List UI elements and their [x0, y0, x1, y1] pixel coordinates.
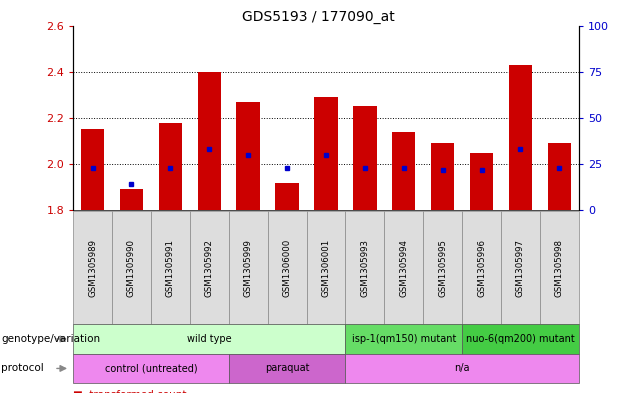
Text: GSM1305995: GSM1305995	[438, 239, 447, 297]
Bar	[159, 123, 182, 210]
Bar	[198, 72, 221, 210]
Bar	[509, 65, 532, 210]
Bar	[275, 182, 299, 210]
Text: isp-1(qm150) mutant: isp-1(qm150) mutant	[352, 334, 456, 344]
Text: GSM1305993: GSM1305993	[361, 239, 370, 297]
Text: GSM1305990: GSM1305990	[127, 239, 136, 297]
Text: nuo-6(qm200) mutant: nuo-6(qm200) mutant	[466, 334, 575, 344]
Text: genotype/variation: genotype/variation	[1, 334, 100, 344]
Text: n/a: n/a	[454, 364, 470, 373]
Bar	[314, 97, 338, 210]
Text: control (untreated): control (untreated)	[104, 364, 197, 373]
Bar	[120, 189, 143, 210]
Text: GSM1305997: GSM1305997	[516, 239, 525, 297]
Text: GSM1305994: GSM1305994	[399, 239, 408, 297]
Bar	[392, 132, 415, 210]
Bar	[431, 143, 454, 210]
Text: protocol: protocol	[1, 364, 44, 373]
Text: GSM1305991: GSM1305991	[166, 239, 175, 297]
Bar	[470, 152, 493, 210]
Bar	[353, 107, 377, 210]
Text: ■  transformed count: ■ transformed count	[73, 390, 186, 393]
Text: GDS5193 / 177090_at: GDS5193 / 177090_at	[242, 10, 394, 24]
Text: GSM1305996: GSM1305996	[477, 239, 486, 297]
Text: GSM1306001: GSM1306001	[321, 239, 331, 297]
Text: GSM1305999: GSM1305999	[244, 239, 252, 297]
Bar	[548, 143, 571, 210]
Text: GSM1305998: GSM1305998	[555, 239, 563, 297]
Text: GSM1306000: GSM1306000	[282, 239, 291, 297]
Text: GSM1305992: GSM1305992	[205, 239, 214, 297]
Text: paraquat: paraquat	[265, 364, 309, 373]
Text: wild type: wild type	[187, 334, 232, 344]
Bar	[81, 129, 104, 210]
Bar	[237, 102, 260, 210]
Text: GSM1305989: GSM1305989	[88, 239, 97, 297]
